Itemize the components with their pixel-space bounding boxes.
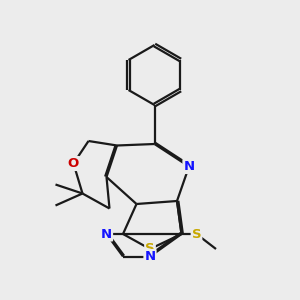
Text: N: N	[183, 160, 195, 173]
Text: O: O	[68, 157, 79, 170]
Text: S: S	[145, 242, 155, 256]
Text: N: N	[101, 227, 112, 241]
Text: N: N	[144, 250, 156, 263]
Text: S: S	[192, 227, 201, 241]
